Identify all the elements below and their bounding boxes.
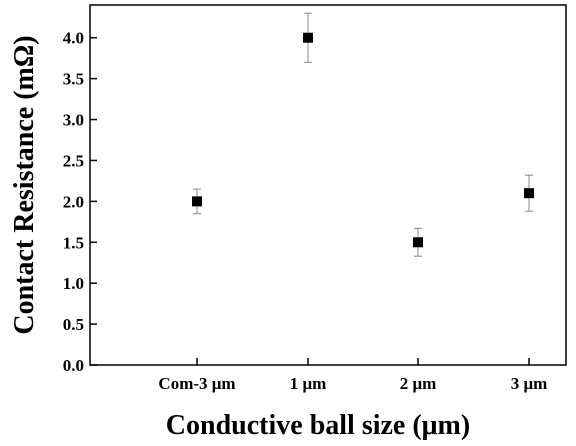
- y-tick-label: 3.5: [63, 70, 84, 89]
- y-axis-title: Contact Resistance (mΩ): [9, 35, 40, 334]
- x-tick-label: 1 μm: [290, 374, 327, 393]
- y-tick-label: 3.0: [63, 111, 84, 130]
- y-tick-label: 4.0: [63, 29, 84, 48]
- data-point: [524, 188, 534, 199]
- data-point-group: [524, 174, 534, 212]
- data-point: [303, 32, 313, 43]
- plot-frame: [89, 4, 567, 366]
- y-tick-label: 0.0: [63, 356, 84, 375]
- y-tick-label: 1.5: [63, 233, 84, 252]
- x-tick-label: Com-3 μm: [158, 374, 235, 393]
- data-series: [192, 12, 534, 257]
- data-point-group: [192, 188, 202, 215]
- y-tick-label: 2.5: [63, 151, 84, 170]
- data-point-group: [303, 12, 313, 63]
- y-tick-label: 0.5: [63, 315, 84, 334]
- x-tick-label: 3 μm: [511, 374, 548, 393]
- data-point: [413, 237, 423, 248]
- y-axis: 0.0 0.5 1.0 1.5 2.0 2.5 3.0 3.5 4.0: [63, 29, 97, 375]
- data-point: [192, 196, 202, 207]
- y-tick-label: 2.0: [63, 192, 84, 211]
- x-axis-title: Conductive ball size (μm): [166, 410, 470, 441]
- x-axis: Com-3 μm 1 μm 2 μm 3 μm: [158, 358, 547, 393]
- y-tick-label: 1.0: [63, 274, 84, 293]
- data-point-group: [413, 227, 423, 257]
- x-tick-label: 2 μm: [400, 374, 437, 393]
